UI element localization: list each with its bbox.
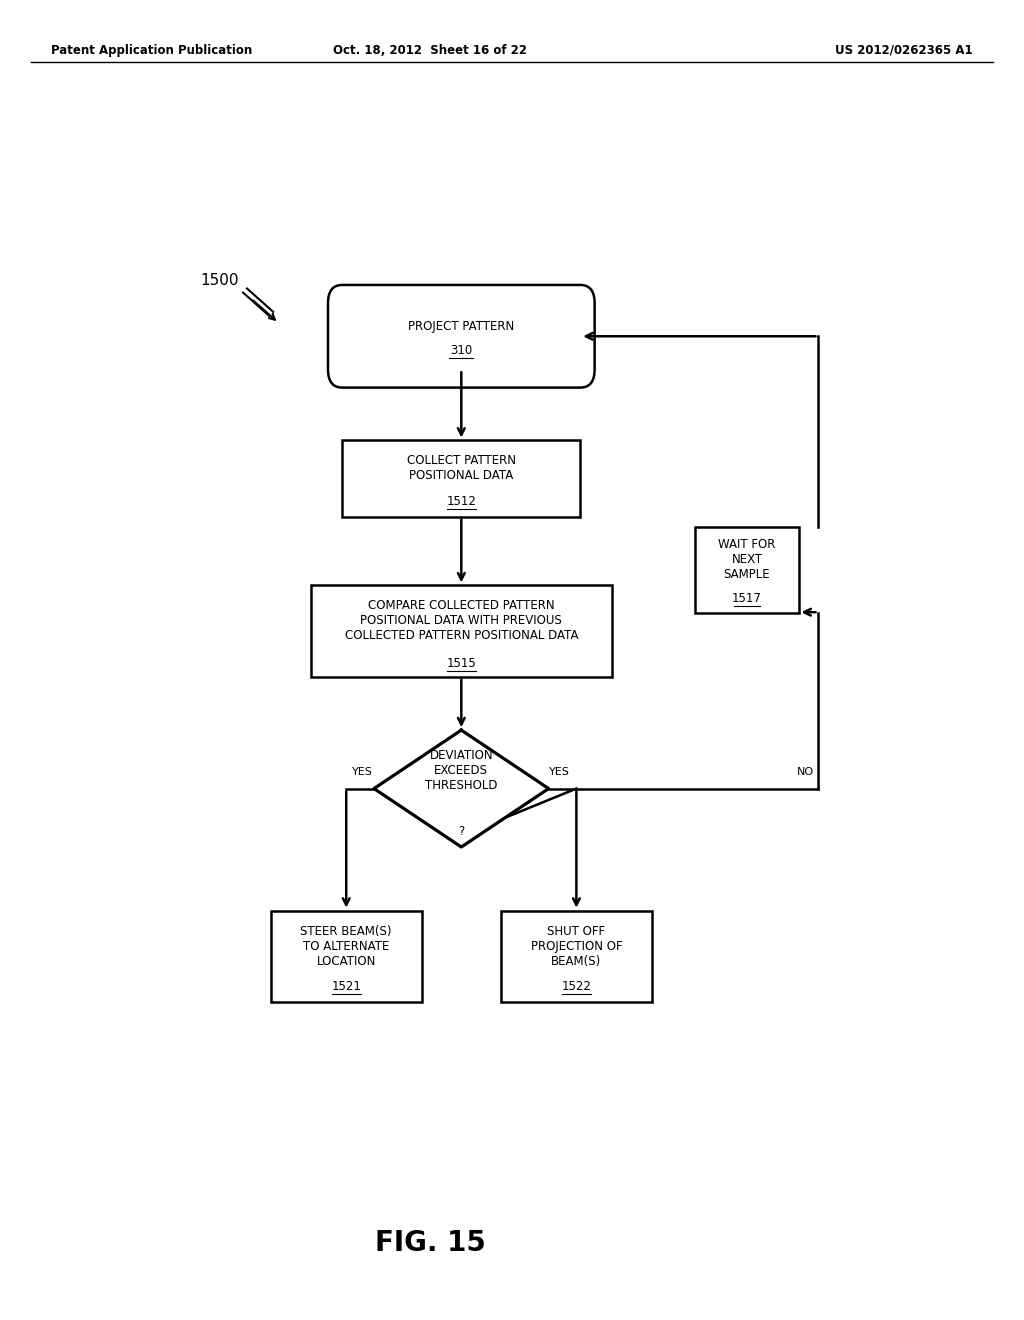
Bar <box>310 585 612 677</box>
Text: 1517: 1517 <box>732 591 762 605</box>
Text: 1512: 1512 <box>446 495 476 508</box>
FancyBboxPatch shape <box>328 285 595 388</box>
Text: STEER BEAM(S)
TO ALTERNATE
LOCATION: STEER BEAM(S) TO ALTERNATE LOCATION <box>300 924 392 968</box>
Text: DEVIATION
EXCEEDS
THRESHOLD: DEVIATION EXCEEDS THRESHOLD <box>425 748 498 792</box>
Text: YES: YES <box>549 767 570 777</box>
Bar <box>695 527 799 614</box>
Text: YES: YES <box>352 767 373 777</box>
Text: 1522: 1522 <box>561 981 591 993</box>
Text: 1521: 1521 <box>332 981 361 993</box>
Text: ?: ? <box>458 825 465 838</box>
Text: PROJECT PATTERN: PROJECT PATTERN <box>409 319 514 333</box>
Text: NO: NO <box>798 767 814 777</box>
Text: COMPARE COLLECTED PATTERN
POSITIONAL DATA WITH PREVIOUS
COLLECTED PATTERN POSITI: COMPARE COLLECTED PATTERN POSITIONAL DAT… <box>344 599 579 643</box>
Text: 1500: 1500 <box>200 273 239 288</box>
Text: Oct. 18, 2012  Sheet 16 of 22: Oct. 18, 2012 Sheet 16 of 22 <box>333 44 527 57</box>
Text: 1515: 1515 <box>446 657 476 671</box>
Text: US 2012/0262365 A1: US 2012/0262365 A1 <box>836 44 973 57</box>
Text: COLLECT PATTERN
POSITIONAL DATA: COLLECT PATTERN POSITIONAL DATA <box>407 454 516 482</box>
Text: SHUT OFF
PROJECTION OF
BEAM(S): SHUT OFF PROJECTION OF BEAM(S) <box>530 924 623 968</box>
Bar <box>501 911 651 1002</box>
Text: 310: 310 <box>451 345 472 356</box>
Bar <box>342 441 581 516</box>
Text: FIG. 15: FIG. 15 <box>375 1229 485 1258</box>
Text: WAIT FOR
NEXT
SAMPLE: WAIT FOR NEXT SAMPLE <box>718 539 776 581</box>
Bar <box>270 911 422 1002</box>
Text: Patent Application Publication: Patent Application Publication <box>51 44 253 57</box>
